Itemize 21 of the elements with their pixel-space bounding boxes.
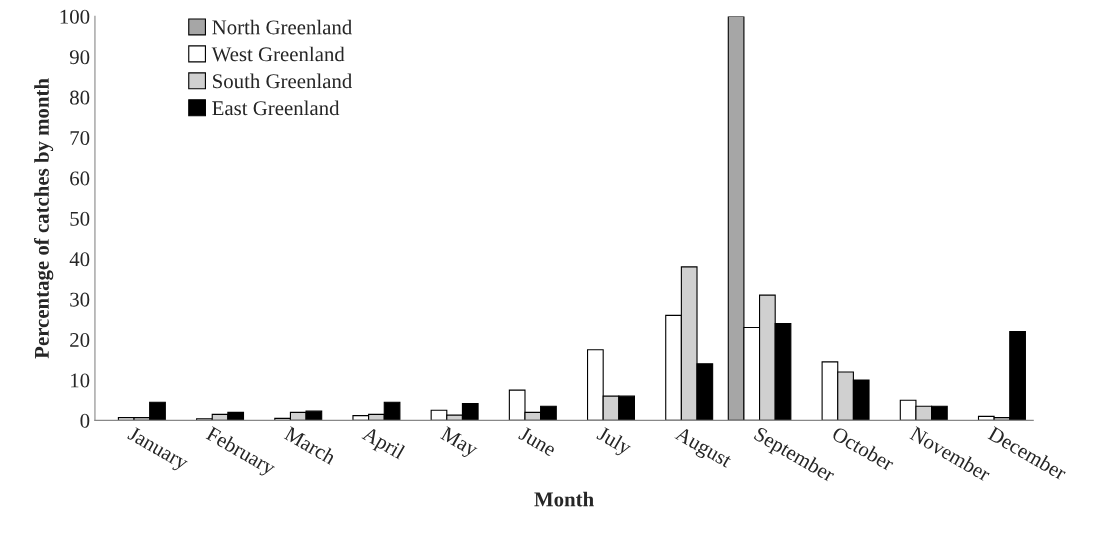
legend-label: West Greenland [211, 46, 345, 62]
y-tick-label: 10 [71, 373, 90, 388]
y-tick-label: 100 [60, 9, 90, 24]
legend-label: South Greenland [213, 73, 353, 89]
x-tick-label: June [518, 426, 558, 457]
x-tick-label: May [437, 426, 480, 461]
legend-label: North Greenland [212, 19, 352, 35]
x-axis-title: Month [534, 491, 594, 507]
y-tick-label: 50 [70, 211, 90, 226]
y-tick-label: 40 [69, 252, 90, 267]
y-tick-label: 60 [70, 171, 90, 186]
y-tick-label: 90 [69, 50, 90, 65]
legend-label: East Greenland [212, 100, 340, 116]
y-tick-label: 70 [70, 130, 90, 146]
y-tick-label: 30 [70, 292, 90, 307]
y-tick-label: 0 [80, 413, 90, 428]
x-tick-label: July [594, 425, 634, 460]
y-tick-label: 20 [70, 332, 90, 348]
y-tick-label: 80 [70, 90, 90, 105]
x-tick-label: April [359, 425, 407, 464]
y-axis-title: Percentage of catches by month [34, 78, 54, 359]
